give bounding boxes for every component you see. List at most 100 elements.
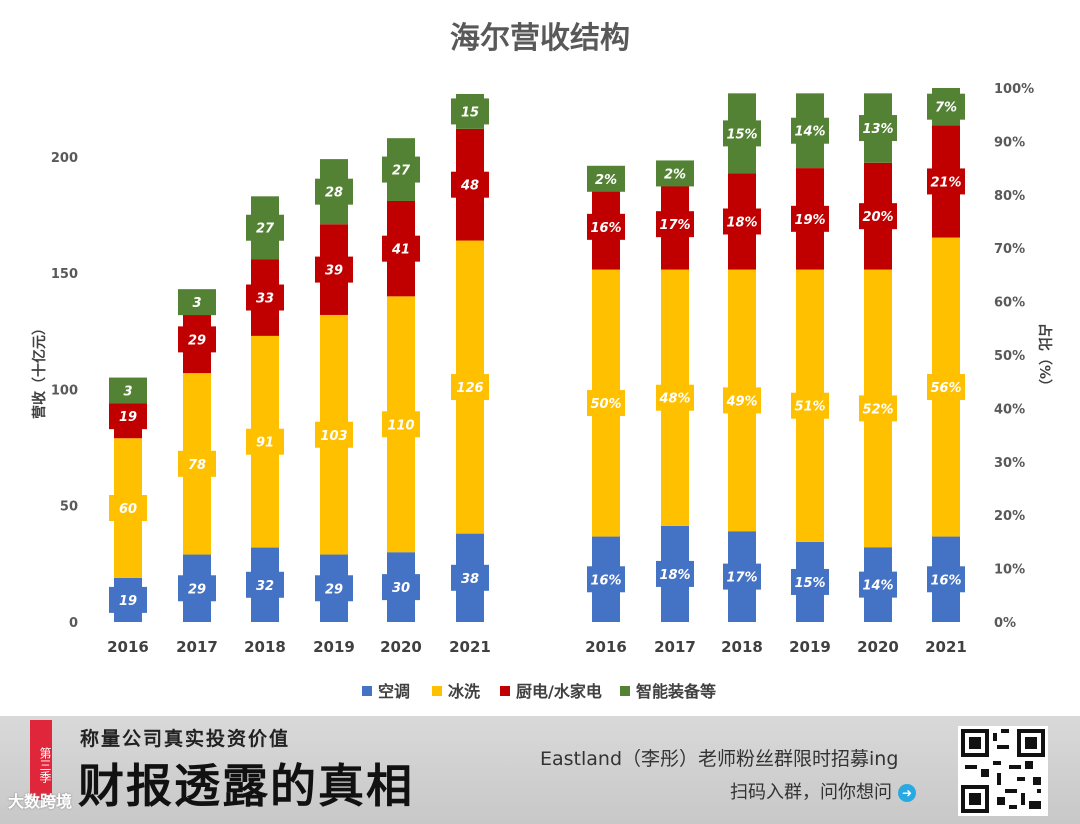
left-data-label-box (109, 377, 147, 404)
left-data-label-box (451, 564, 489, 591)
qr-code-icon[interactable] (958, 726, 1048, 816)
left-data-label-box (382, 235, 420, 262)
left-data-label: 15 (461, 105, 479, 120)
right-data-label: 18% (726, 216, 757, 231)
left-axis: 0 50 100 150 200 (51, 151, 78, 631)
left-data-label-box (246, 284, 284, 311)
left-x-tick: 2021 (449, 638, 491, 656)
left-data-label: 32 (256, 579, 274, 594)
right-data-label-box (791, 392, 829, 419)
legend-label: 厨电/水家电 (516, 682, 602, 701)
right-data-label-box (656, 560, 694, 587)
left-data-label: 78 (188, 458, 206, 473)
right-data-label: 19% (794, 213, 825, 228)
right-y-tick: 20% (994, 509, 1025, 524)
right-data-label: 14% (862, 579, 893, 594)
left-data-label: 3 (192, 296, 201, 311)
right-data-label: 18% (659, 568, 690, 583)
legend-swatch (620, 686, 630, 696)
left-x-tick: 2018 (244, 638, 286, 656)
right-x-tick: 2021 (925, 638, 967, 656)
right-data-label-box (927, 168, 965, 195)
left-data-label-box (382, 411, 420, 438)
banner-scan-line: 扫码入群，问你想问 ➜ (730, 778, 916, 804)
left-data-label: 39 (325, 264, 343, 279)
left-data-label: 60 (119, 502, 137, 517)
promo-banner: 第三季 称量公司真实投资价值 财报透露的真相 Eastland（李彤）老师粉丝群… (0, 716, 1080, 824)
right-data-label-box (723, 120, 761, 147)
right-data-label: 16% (590, 221, 621, 236)
right-data-label: 7% (935, 101, 957, 116)
banner-recruit-text: Eastland（李彤）老师粉丝群限时招募ing (540, 748, 899, 770)
right-data-label: 20% (862, 210, 893, 225)
left-data-label: 19 (119, 410, 137, 425)
left-data-label: 19 (119, 594, 137, 609)
right-data-label-box (859, 395, 897, 422)
left-data-label: 29 (188, 582, 206, 597)
right-data-label-box (791, 205, 829, 232)
right-y-tick: 30% (994, 456, 1025, 471)
left-data-label: 38 (461, 572, 479, 587)
legend-label: 空调 (378, 682, 410, 701)
right-y-tick: 100% (994, 82, 1034, 97)
left-data-label-box (178, 450, 216, 477)
right-data-label: 2% (664, 167, 686, 182)
right-y-tick: 50% (994, 349, 1025, 364)
left-data-label: 91 (256, 436, 274, 451)
right-x-tick: 2018 (721, 638, 763, 656)
right-data-label-box (927, 374, 965, 401)
season-tag: 第三季 (30, 720, 52, 800)
legend-swatch (362, 686, 372, 696)
left-data-label: 29 (325, 582, 343, 597)
left-y-tick: 0 (69, 616, 78, 631)
left-data-label: 27 (256, 222, 275, 237)
arrow-right-icon: ➜ (898, 784, 916, 802)
right-data-label: 14% (794, 125, 825, 140)
left-data-label-box (178, 326, 216, 353)
right-data-label: 56% (930, 381, 961, 396)
legend-swatch (500, 686, 510, 696)
right-data-label: 50% (590, 397, 621, 412)
right-data-label-box (587, 390, 625, 417)
right-x-tick: 2017 (654, 638, 696, 656)
left-x-tick: 2016 (107, 638, 149, 656)
left-data-label-box (451, 171, 489, 198)
right-data-label: 52% (862, 402, 893, 417)
right-y-tick: 40% (994, 402, 1025, 417)
right-y-axis-label: 占比（%） (1036, 323, 1053, 393)
legend-swatch (432, 686, 442, 696)
right-data-label: 48% (658, 392, 690, 407)
left-data-label-box (109, 495, 147, 522)
right-data-label-box (791, 117, 829, 144)
right-data-label-box (723, 387, 761, 414)
left-data-label-box (315, 178, 353, 205)
left-x-tick: 2020 (380, 638, 422, 656)
right-x-tick: 2016 (585, 638, 627, 656)
left-data-label-box (178, 289, 216, 316)
left-data-label: 27 (392, 164, 411, 179)
right-data-label: 15% (726, 127, 757, 142)
left-data-label: 48 (460, 179, 479, 194)
left-data-label: 30 (392, 581, 410, 596)
left-data-label: 28 (325, 186, 343, 201)
watermark-text: 大数跨境 (8, 792, 73, 811)
right-data-label-box (791, 568, 829, 595)
banner-main-title: 财报透露的真相 (78, 759, 414, 813)
left-x-tick: 2017 (176, 638, 218, 656)
right-data-label-box (587, 213, 625, 240)
legend-label: 智能装备等 (636, 682, 716, 701)
chart-title: 海尔营收结构 (450, 21, 630, 56)
right-data-label-box (656, 160, 694, 187)
right-x-tick: 2019 (789, 638, 831, 656)
right-data-label-box (723, 208, 761, 235)
left-data-label: 103 (320, 429, 347, 444)
right-data-label-box (859, 571, 897, 598)
right-y-tick: 60% (994, 296, 1025, 311)
left-data-label-box (315, 256, 353, 283)
right-data-label: 13% (862, 122, 893, 137)
left-y-tick: 150 (51, 267, 78, 282)
left-data-label: 33 (256, 292, 274, 307)
left-data-label-box (315, 421, 353, 448)
left-data-label-box (382, 156, 420, 183)
right-data-label-box (587, 566, 625, 593)
